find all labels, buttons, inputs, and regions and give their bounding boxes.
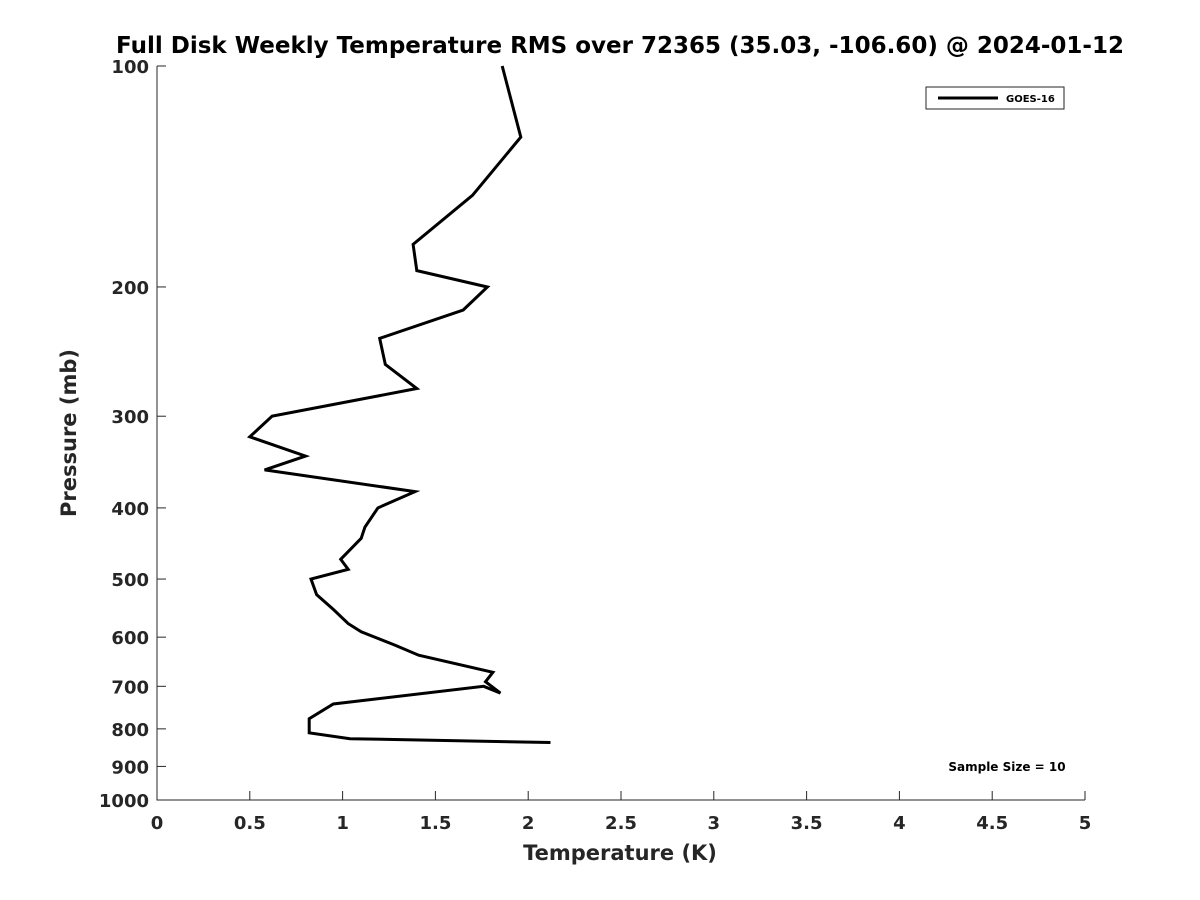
x-tick-label: 4.5: [976, 813, 1008, 834]
y-tick-label: 200: [111, 278, 149, 299]
y-tick-label: 900: [111, 757, 149, 778]
x-tick-label: 4: [893, 813, 906, 834]
x-tick-label: 1.5: [419, 813, 451, 834]
series-line-goes-16: [246, 65, 551, 744]
sample-size-annotation: Sample Size = 10: [948, 760, 1065, 774]
y-tick-label: 300: [111, 407, 149, 428]
x-tick-label: 0.5: [234, 813, 266, 834]
y-tick-label: 800: [111, 720, 149, 741]
x-tick-label: 3: [708, 813, 721, 834]
y-tick-label: 600: [111, 628, 149, 649]
y-axis-ticks: 100 200 300 400 500 600 700 800 900 1000: [99, 57, 166, 812]
series-layer: [246, 65, 551, 744]
x-tick-label: 3.5: [791, 813, 823, 834]
x-tick-label: 1: [336, 813, 349, 834]
x-tick-label: 5: [1079, 813, 1092, 834]
y-tick-label: 1000: [99, 791, 149, 812]
y-tick-label: 500: [111, 570, 149, 591]
legend: GOES-16: [925, 86, 1065, 110]
x-tick-label: 2.5: [605, 813, 637, 834]
y-tick-label: 700: [111, 677, 149, 698]
axes-frame: [156, 66, 1085, 801]
y-tick-label: 100: [111, 57, 149, 78]
chart-title: Full Disk Weekly Temperature RMS over 72…: [116, 33, 1124, 59]
x-axis-ticks: 0 0.5 1 1.5 2 2.5 3 3.5 4 4.5 5: [151, 791, 1092, 834]
x-tick-label: 0: [151, 813, 164, 834]
x-tick-label: 2: [522, 813, 535, 834]
y-tick-label: 400: [111, 499, 149, 520]
x-axis-label: Temperature (K): [523, 841, 717, 865]
y-axis-label: Pressure (mb): [57, 349, 81, 517]
legend-label-goes-16: GOES-16: [1006, 94, 1055, 105]
